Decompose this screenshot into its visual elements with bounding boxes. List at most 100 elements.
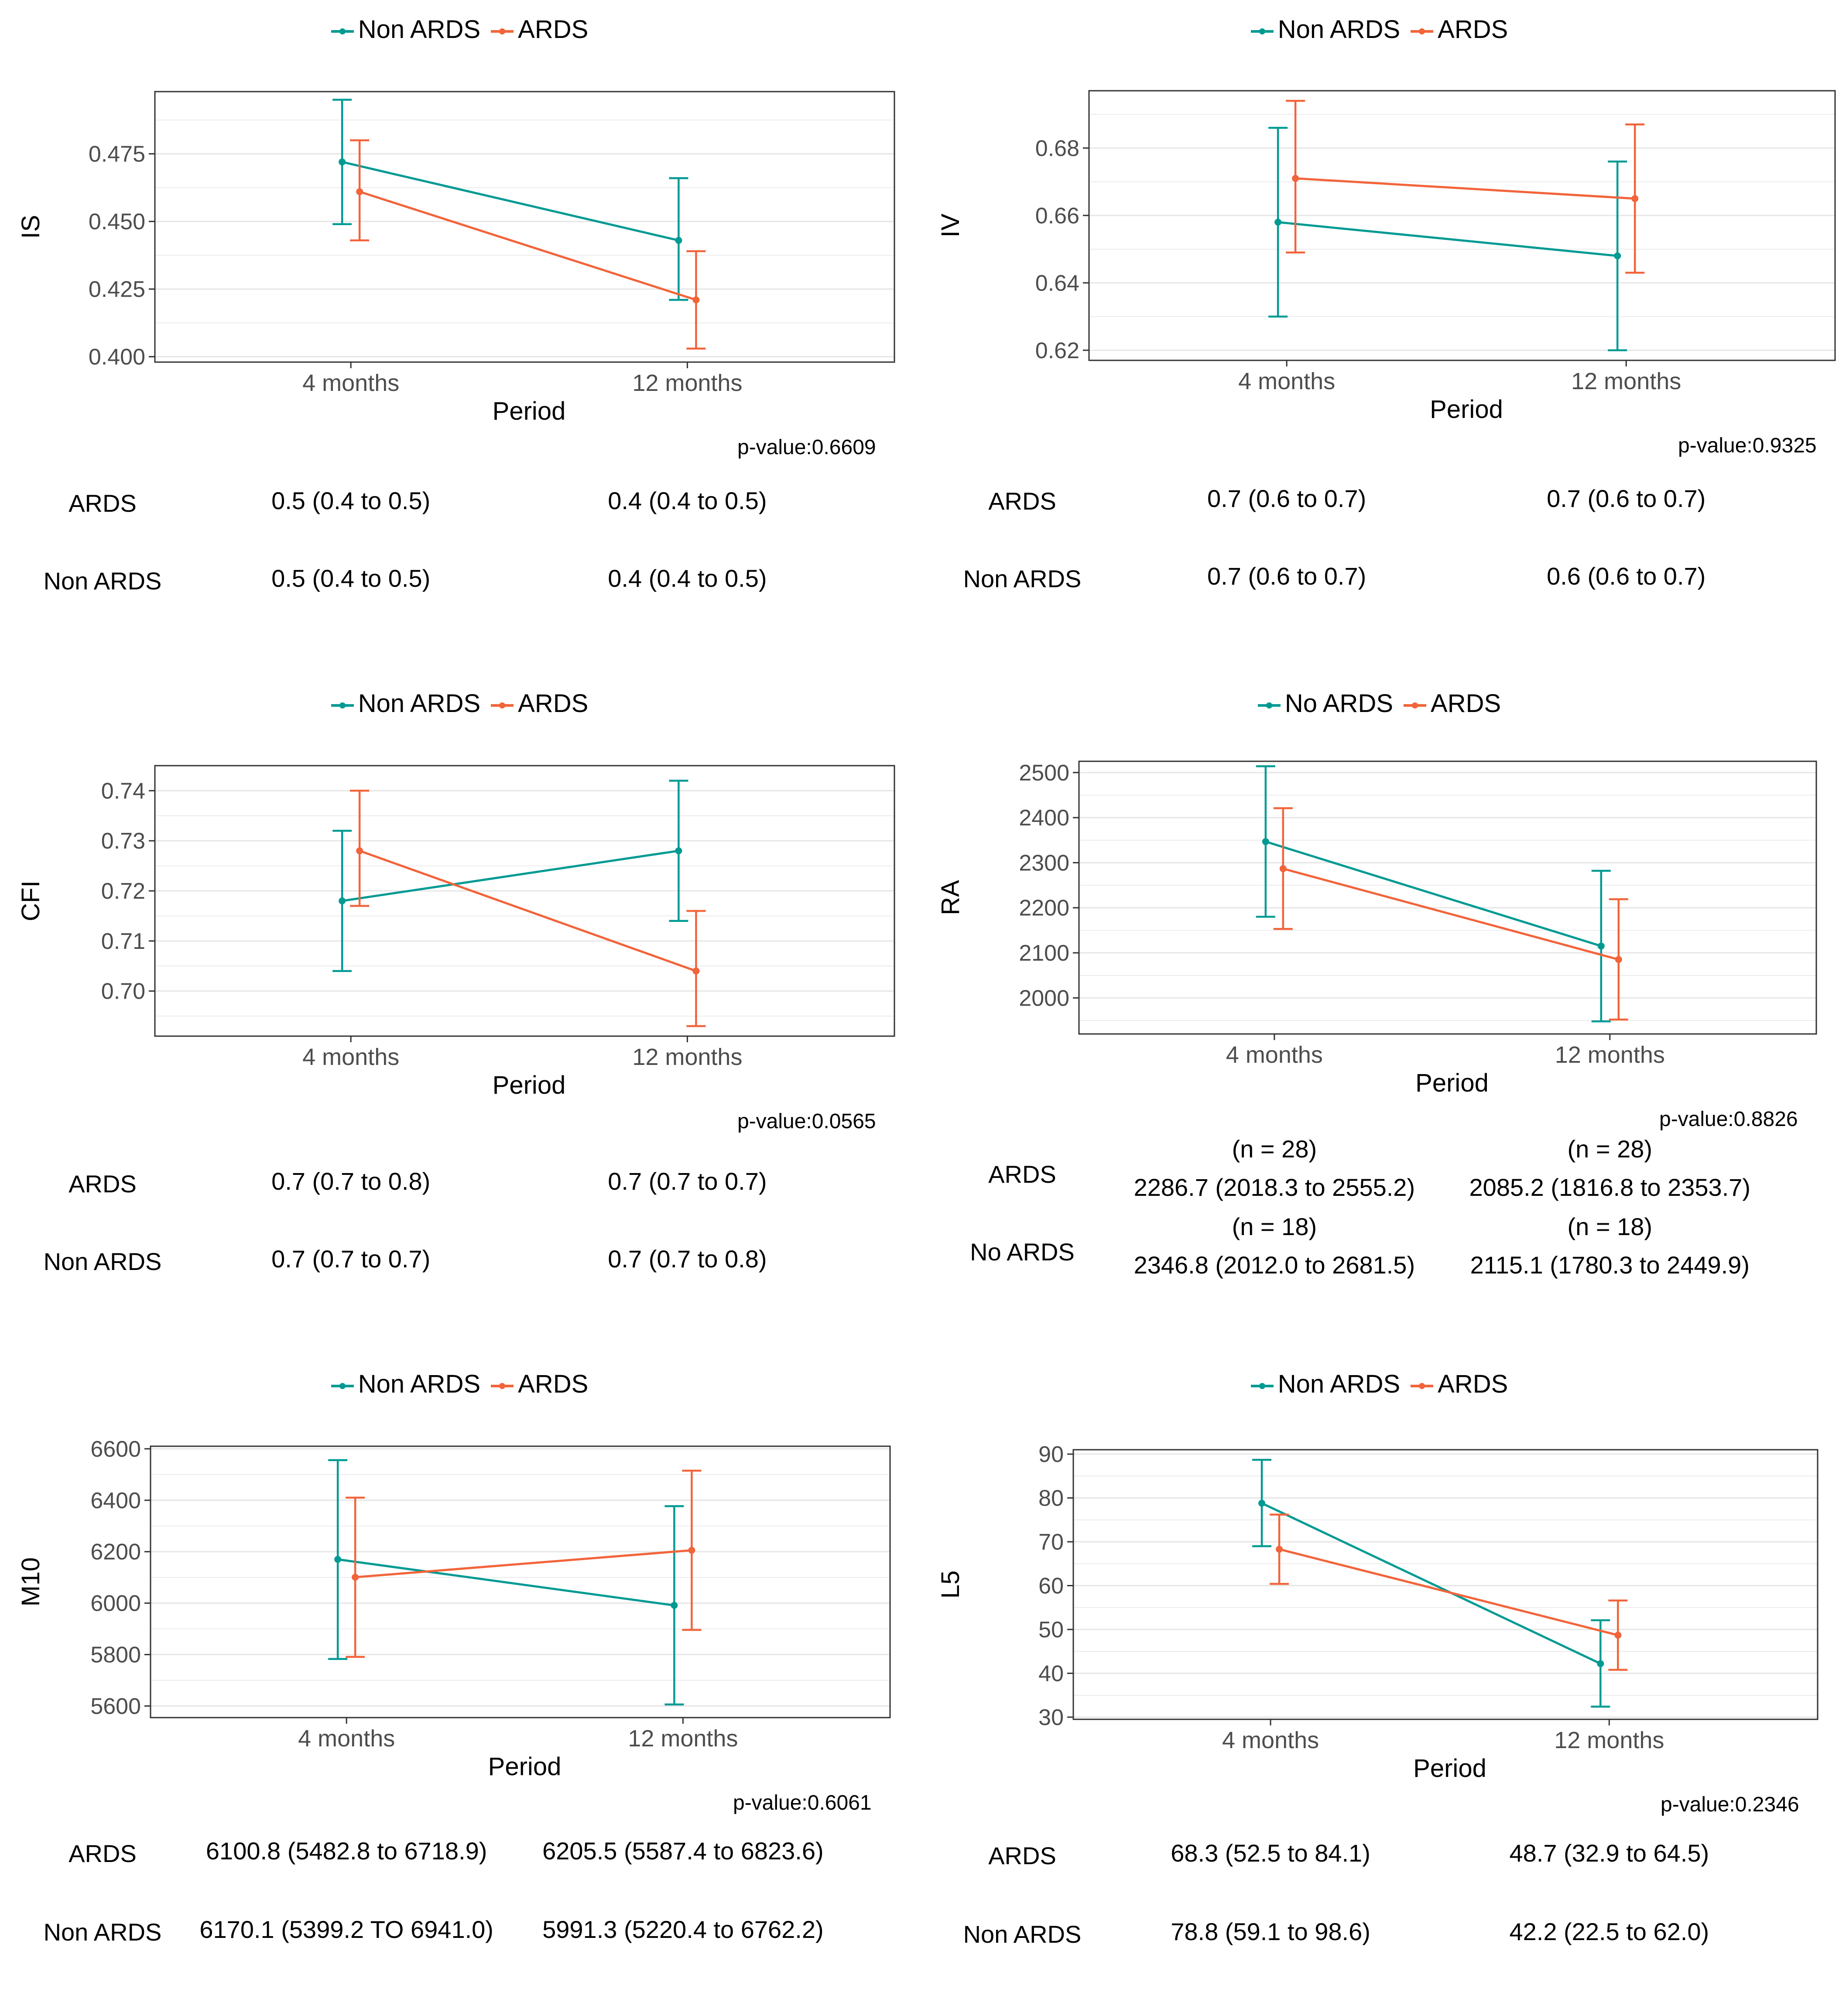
table-cell: 0.7 (0.6 to 0.7): [1460, 479, 1792, 518]
table-cell-line: 6170.1 (5399.2 TO 6941.0): [199, 1916, 493, 1943]
series-line: [1261, 1502, 1601, 1665]
series-line: [342, 849, 679, 902]
data-point: [1274, 219, 1282, 226]
x-tick-label: 12 months: [632, 1044, 742, 1070]
chart-legend: Non ARDS ARDS: [920, 1368, 1839, 1399]
y-tick-label: 30: [1038, 1705, 1064, 1730]
legend-key-icon: [1411, 28, 1434, 34]
series-line: [1279, 1548, 1618, 1636]
table-cell-line: (n = 28): [1567, 1135, 1653, 1163]
y-tick-label: 90: [1038, 1442, 1064, 1467]
data-point: [1276, 1546, 1283, 1553]
legend-label: ARDS: [518, 1370, 589, 1399]
legend-key-icon: [331, 28, 354, 34]
table-cell: 0.7 (0.7 to 0.8): [185, 1162, 517, 1201]
x-axis-title: Period: [1430, 395, 1503, 424]
y-tick-label: 0.74: [101, 778, 145, 804]
plot-border: [154, 765, 895, 1037]
data-point: [1279, 865, 1287, 873]
legend-key-icon: [1250, 1383, 1274, 1389]
y-axis-title: CFI: [17, 880, 45, 921]
table-cell-line: 2115.1 (1780.3 to 2449.9): [1470, 1251, 1750, 1279]
x-tick-label: 12 months: [1571, 368, 1681, 394]
chart-svg: 2000 2100 2200 2300 2400 2500 4 months 12 month…: [936, 760, 1817, 1097]
p-value-annotation: p-value:0.2346: [1661, 1793, 1799, 1816]
table-cell: 42.2 (22.5 to 62.0): [1443, 1913, 1775, 1951]
x-tick-label: 4 months: [302, 1044, 399, 1070]
table-cell-line: 5991.3 (5220.4 to 6762.2): [542, 1916, 824, 1943]
plot-border: [1072, 1449, 1818, 1720]
x-tick-label: 4 months: [1222, 1727, 1319, 1753]
table-cell-line: 2286.7 (2018.3 to 2555.2): [1134, 1174, 1415, 1201]
table-cell-line: 0.7 (0.6 to 0.7): [1207, 562, 1366, 590]
table-cell-line: 0.4 (0.4 to 0.5): [608, 565, 767, 592]
series-line: [1283, 867, 1619, 961]
y-tick-label: 2500: [1019, 760, 1069, 786]
table-cell-line: 0.7 (0.6 to 0.7): [1547, 485, 1706, 512]
chart-panel-is: Non ARDS ARDS 0.400 0.425 0.450 0.475 4 months…: [0, 0, 919, 661]
x-tick-label: 12 months: [1554, 1727, 1664, 1753]
series-line: [1265, 840, 1602, 947]
series-line: [1277, 221, 1618, 257]
table-cell: 6170.1 (5399.2 TO 6941.0): [181, 1910, 512, 1949]
table-cell-line: 0.7 (0.7 to 0.7): [608, 1167, 767, 1195]
legend-entry: Non ARDS: [331, 1369, 480, 1399]
y-tick-label: 6600: [90, 1437, 141, 1462]
series-line: [1295, 177, 1635, 200]
y-tick-label: 6000: [90, 1591, 141, 1616]
chart-svg: 5600 5800 6000 6200 6400 6600 4 months 12 month…: [17, 1437, 891, 1781]
table-cell-line: 78.8 (59.1 to 98.6): [1171, 1918, 1370, 1945]
table-cell: 0.5 (0.4 to 0.5): [185, 559, 517, 598]
data-point: [692, 967, 700, 975]
table-cell-line: 0.5 (0.4 to 0.5): [271, 565, 431, 592]
legend-entry: Non ARDS: [331, 15, 480, 44]
table-cell-line: 6100.8 (5482.8 to 6718.9): [205, 1837, 487, 1865]
legend-label: ARDS: [1438, 1370, 1508, 1399]
legend-key-icon: [1411, 1383, 1434, 1389]
y-tick-label: 0.475: [89, 142, 145, 167]
data-point: [688, 1547, 695, 1554]
data-point: [675, 847, 682, 855]
legend-entry: ARDS: [491, 689, 588, 718]
table-row-label: ARDS: [68, 489, 137, 517]
legend-entry: ARDS: [1411, 1369, 1508, 1399]
x-tick-label: 4 months: [1226, 1042, 1323, 1068]
table-cell: 78.8 (59.1 to 98.6): [1105, 1913, 1436, 1951]
legend-label: Non ARDS: [1277, 15, 1401, 44]
y-tick-label: 0.70: [101, 979, 145, 1004]
table-cell: 0.7 (0.6 to 0.7): [1121, 479, 1452, 518]
data-point: [1258, 1499, 1266, 1507]
y-tick-label: 2100: [1019, 941, 1069, 966]
y-tick-label: 80: [1038, 1486, 1064, 1511]
y-axis-title: IV: [936, 213, 965, 237]
plot-border: [1088, 90, 1836, 361]
table-cell: 0.7 (0.7 to 0.8): [521, 1240, 853, 1278]
series-line: [359, 191, 697, 301]
table-cell-line: 0.6 (0.6 to 0.7): [1547, 562, 1706, 590]
x-axis-title: Period: [493, 1071, 566, 1099]
y-tick-label: 0.68: [1035, 136, 1079, 161]
y-tick-label: 0.425: [89, 277, 145, 302]
table-cell-line: (n = 18): [1232, 1213, 1317, 1240]
y-tick-label: 0.400: [89, 345, 145, 370]
x-tick-label: 4 months: [298, 1725, 395, 1752]
data-point: [1292, 175, 1299, 182]
data-point: [1262, 838, 1269, 845]
data-point: [356, 188, 363, 195]
data-point: [675, 237, 682, 244]
chart-panel-iv: Non ARDS ARDS 0.62 0.64 0.66 0.68 4 months 12 m…: [920, 0, 1839, 661]
y-tick-label: 0.72: [101, 879, 145, 904]
legend-key-icon: [331, 1383, 354, 1389]
legend-label: Non ARDS: [358, 15, 481, 44]
table-row-label: Non ARDS: [963, 1920, 1082, 1948]
legend-entry: ARDS: [491, 15, 588, 44]
table-row-label: No ARDS: [970, 1238, 1075, 1266]
data-point: [352, 1574, 359, 1581]
table-cell-line: 68.3 (52.5 to 84.1): [1171, 1839, 1370, 1867]
data-point: [692, 296, 700, 304]
table-cell: 0.7 (0.7 to 0.7): [521, 1162, 853, 1201]
legend-key-icon: [331, 702, 354, 709]
p-value-annotation: p-value:0.0565: [737, 1110, 876, 1133]
table-cell-line: 0.5 (0.4 to 0.5): [271, 487, 431, 514]
y-tick-label: 40: [1038, 1661, 1064, 1686]
